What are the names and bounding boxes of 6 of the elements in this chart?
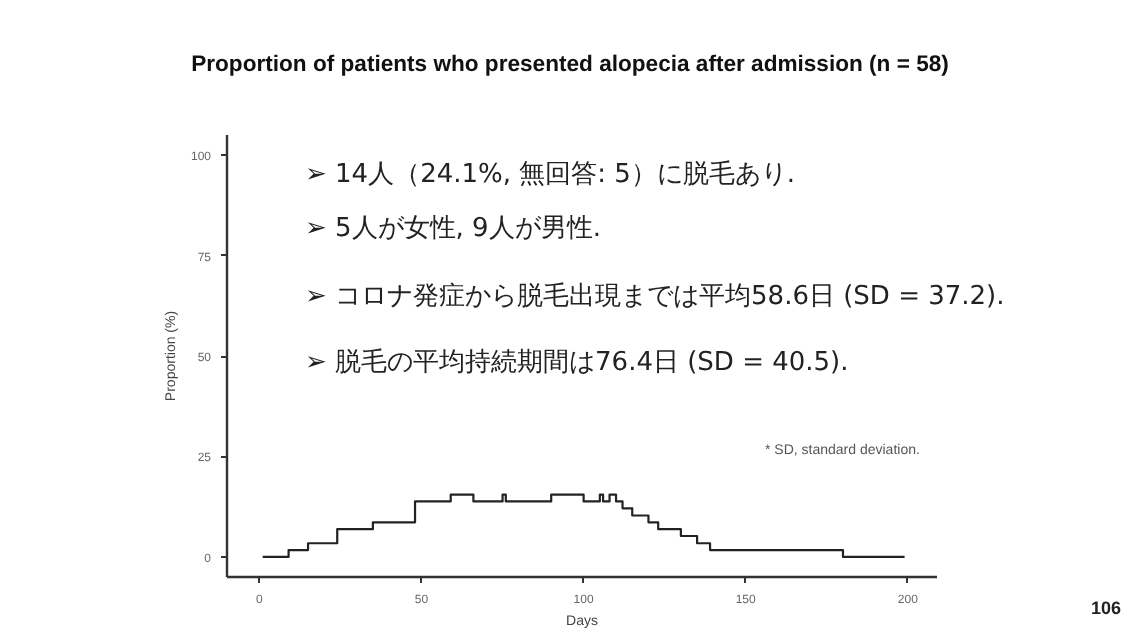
annotation: ➢ 14人（24.1%, 無回答: 5）に脱毛あり. [305,160,796,190]
annotation: ➢ 脱毛の平均持続期間は76.4日 (SD = 40.5). [305,348,849,378]
annotation: ➢ 5人が女性, 9人が男性. [305,214,601,244]
chart-title: Proportion of patients who presented alopecia after admission (n = 58) [191,53,950,77]
text: 106 [1091,598,1122,618]
annotation: ➢ コロナ発症から脱毛出現までは平均58.6日 (SD = 37.2). [305,282,1005,312]
